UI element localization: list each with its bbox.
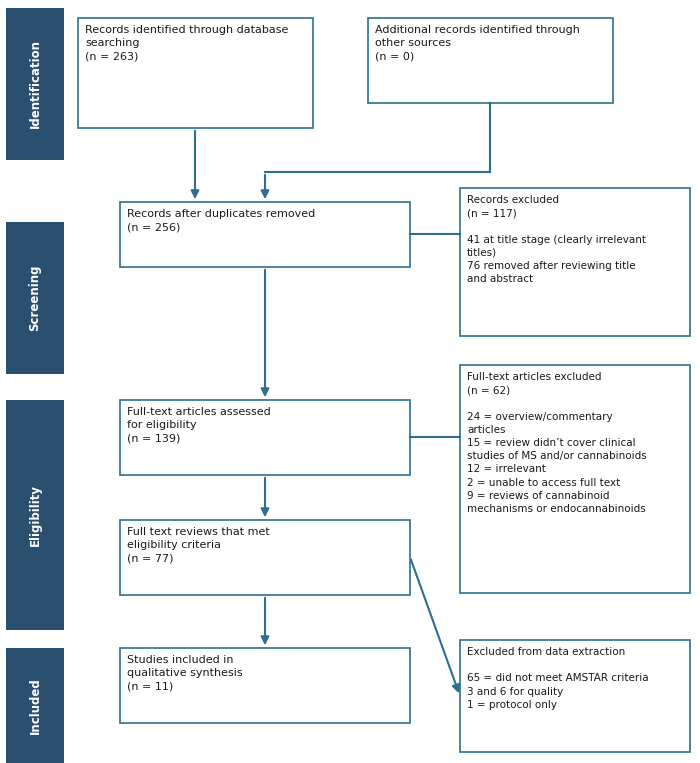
Bar	[120, 520, 410, 595]
Text: Full-text articles assessed
for eligibility
(n = 139): Full-text articles assessed for eligibil…	[127, 407, 271, 443]
Text: Records excluded
(n = 117)

41 at title stage (clearly irrelevant
titles)
76 rem: Records excluded (n = 117) 41 at title s…	[467, 195, 646, 284]
Bar	[120, 400, 410, 475]
Bar	[6, 648, 64, 763]
Text: Full text reviews that met
eligibility criteria
(n = 77): Full text reviews that met eligibility c…	[127, 527, 270, 563]
Bar	[460, 365, 690, 593]
Text: Eligibility: Eligibility	[29, 484, 41, 546]
Text: Screening: Screening	[29, 265, 41, 331]
Text: Studies included in
qualitative synthesis
(n = 11): Studies included in qualitative synthesi…	[127, 655, 243, 691]
Bar	[120, 648, 410, 723]
Bar	[6, 222, 64, 374]
Bar	[368, 18, 613, 103]
Text: Included: Included	[29, 677, 41, 734]
Text: Identification: Identification	[29, 40, 41, 128]
Bar	[6, 400, 64, 630]
Text: Records after duplicates removed
(n = 256): Records after duplicates removed (n = 25…	[127, 209, 315, 232]
Bar	[460, 640, 690, 752]
Bar	[460, 188, 690, 336]
Bar	[6, 8, 64, 160]
Text: Records identified through database
searching
(n = 263): Records identified through database sear…	[85, 25, 288, 61]
Bar	[78, 18, 313, 128]
Bar	[120, 202, 410, 267]
Text: Full-text articles excluded
(n = 62)

24 = overview/commentary
articles
15 = rev: Full-text articles excluded (n = 62) 24 …	[467, 372, 647, 514]
Text: Additional records identified through
other sources
(n = 0): Additional records identified through ot…	[375, 25, 580, 61]
Text: Excluded from data extraction

65 = did not meet AMSTAR criteria
3 and 6 for qua: Excluded from data extraction 65 = did n…	[467, 647, 649, 710]
